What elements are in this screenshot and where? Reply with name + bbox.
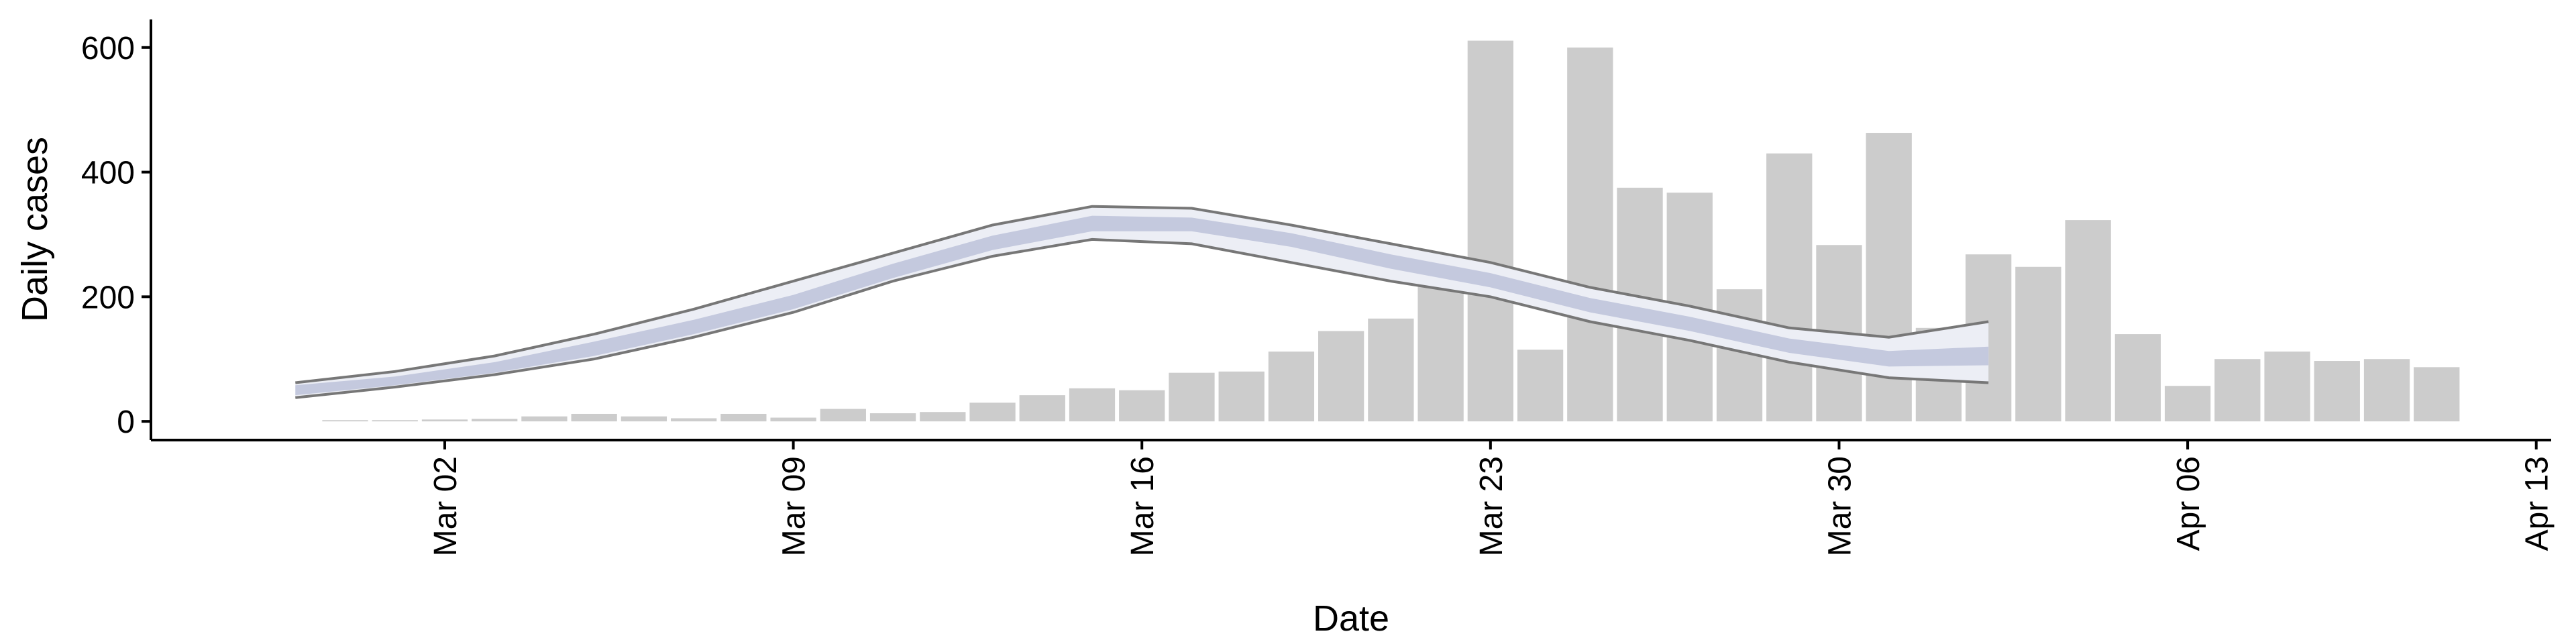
- bar: [770, 417, 816, 422]
- bar: [1517, 350, 1564, 422]
- bar: [421, 419, 468, 422]
- bar: [521, 416, 568, 422]
- bar: [372, 420, 418, 422]
- bar: [472, 419, 518, 422]
- bar: [670, 418, 717, 422]
- outer-lower-line: [295, 237, 1989, 399]
- bar: [571, 413, 617, 422]
- bar: [1467, 40, 1513, 422]
- bar: [1766, 153, 1813, 422]
- bar: [1169, 372, 1215, 422]
- y-tick-label: 0: [117, 405, 135, 440]
- outer-ribbon: [295, 206, 1989, 398]
- bar: [1318, 331, 1364, 422]
- bar: [2164, 386, 2211, 422]
- bar: [2114, 334, 2161, 422]
- x-axis-title: Date: [1313, 598, 1389, 639]
- bar: [720, 413, 767, 422]
- x-tick-label: Mar 09: [777, 456, 812, 556]
- bar: [1567, 47, 1613, 422]
- bar: [2214, 359, 2261, 422]
- bar: [969, 402, 1016, 422]
- bar: [1069, 388, 1116, 422]
- bar: [621, 416, 667, 422]
- bar: [2015, 266, 2061, 422]
- y-tick-label: 200: [81, 280, 135, 315]
- bar: [2065, 220, 2111, 422]
- y-tick-label: 600: [81, 31, 135, 66]
- x-tick-label: Mar 16: [1125, 456, 1161, 556]
- bar: [820, 409, 866, 422]
- outer-upper-line: [295, 205, 1989, 384]
- bar: [1218, 371, 1265, 422]
- bar: [869, 413, 916, 422]
- bar: [2314, 361, 2360, 422]
- x-tick-label: Mar 30: [1822, 456, 1858, 556]
- bar: [1417, 281, 1464, 422]
- bar: [2363, 359, 2410, 422]
- x-tick-label: Apr 06: [2171, 456, 2206, 551]
- x-tick-label: Mar 02: [428, 456, 464, 556]
- bar: [2414, 367, 2460, 422]
- x-tick-label: Mar 23: [1474, 456, 1509, 556]
- y-tick-label: 400: [81, 156, 135, 191]
- y-axis-title: Daily cases: [15, 137, 55, 322]
- bar: [322, 420, 368, 422]
- bar: [920, 412, 966, 422]
- x-tick-label: Apr 13: [2520, 456, 2555, 551]
- bar: [1268, 352, 1315, 422]
- bar: [1019, 395, 1065, 422]
- bar: [1119, 390, 1165, 422]
- bar: [1368, 318, 1414, 422]
- bar: [2264, 352, 2310, 422]
